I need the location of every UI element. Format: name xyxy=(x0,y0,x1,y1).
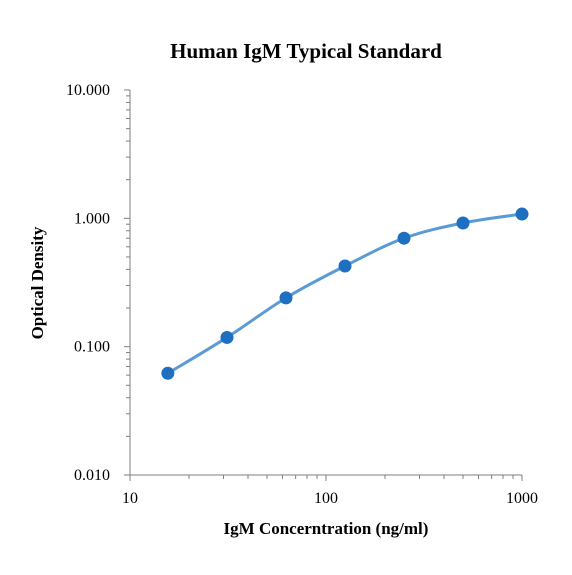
data-point xyxy=(456,216,470,230)
minor-ticks xyxy=(126,95,514,479)
data-point xyxy=(279,291,293,305)
y-tick-label: 0.010 xyxy=(74,467,110,484)
tick-labels: 10 100 1000 10.000 1.000 0.100 0.010 xyxy=(66,82,538,507)
y-axis-label: Optical Density xyxy=(28,226,47,339)
data-point xyxy=(161,366,175,380)
x-tick-label: 100 xyxy=(314,490,338,507)
x-tick-label: 1000 xyxy=(506,490,538,507)
y-tick-label: 10.000 xyxy=(66,82,110,99)
y-tick-label: 0.100 xyxy=(74,339,110,356)
x-tick-label: 10 xyxy=(122,490,138,507)
data-point xyxy=(515,207,529,221)
axes xyxy=(129,90,522,476)
fit-curve xyxy=(166,212,524,375)
data-point xyxy=(338,259,352,273)
data-point xyxy=(397,231,411,245)
major-ticks xyxy=(124,89,523,481)
data-point xyxy=(220,330,234,344)
y-tick-label: 1.000 xyxy=(74,210,110,227)
data-points xyxy=(161,207,529,380)
chart-title: Human IgM Typical Standard xyxy=(170,39,442,63)
x-axis-label: IgM Concerntration (ng/ml) xyxy=(224,519,429,538)
